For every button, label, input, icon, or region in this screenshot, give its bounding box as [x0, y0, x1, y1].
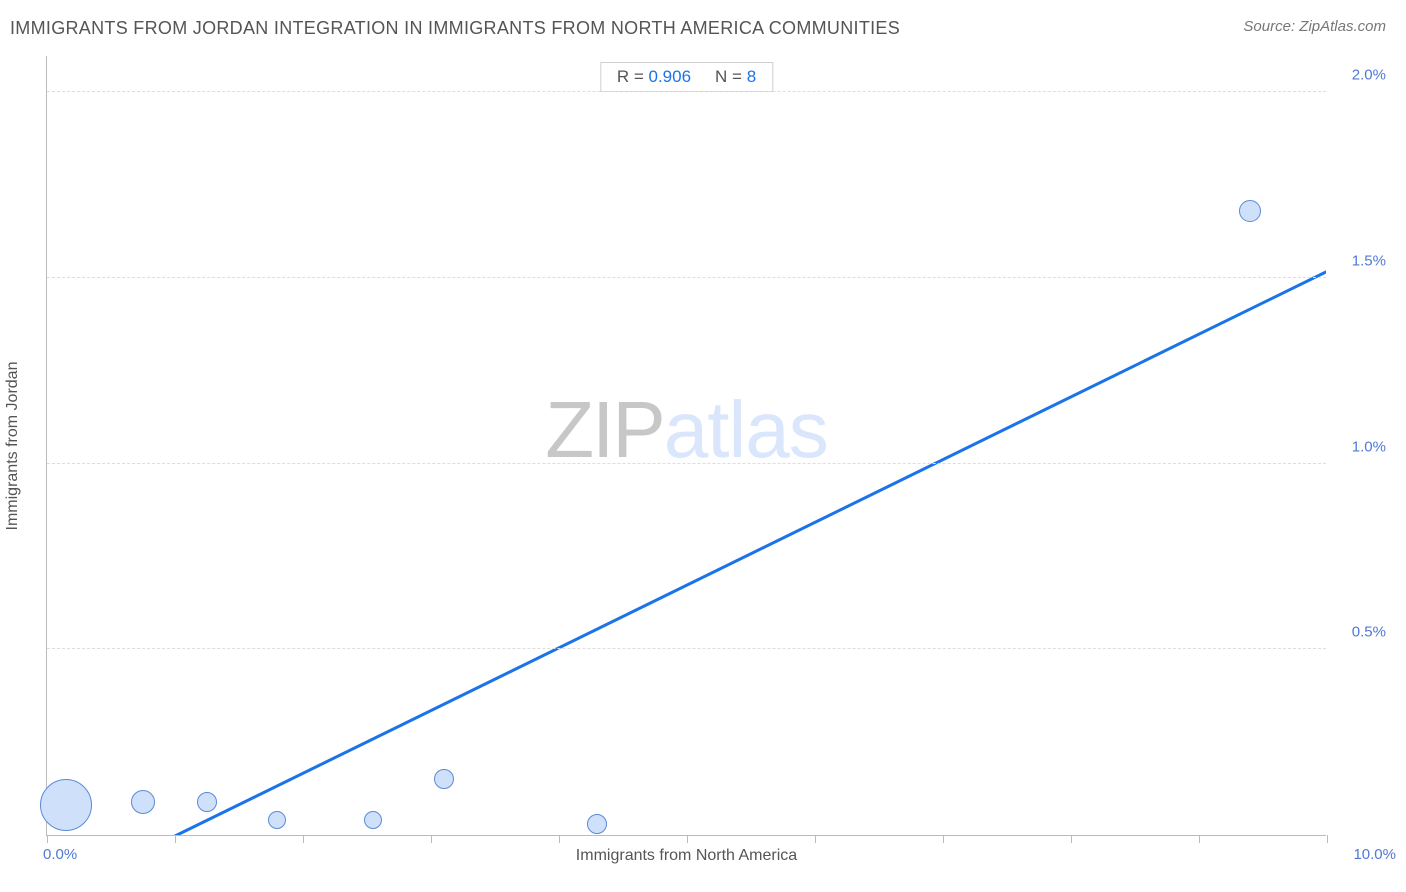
gridline	[47, 277, 1326, 278]
gridline	[47, 648, 1326, 649]
stats-legend: R = 0.906 N = 8	[600, 62, 773, 92]
data-point	[434, 769, 454, 789]
x-tick	[431, 835, 432, 843]
y-tick-label: 1.5%	[1336, 252, 1386, 269]
gridline	[47, 91, 1326, 92]
data-point	[587, 814, 607, 834]
y-axis-label: Immigrants from Jordan	[4, 361, 22, 530]
r-stat: R = 0.906	[617, 67, 691, 87]
source-attribution: Source: ZipAtlas.com	[1243, 18, 1386, 35]
watermark-part1: ZIP	[545, 385, 663, 474]
data-point	[1239, 200, 1261, 222]
x-tick	[1199, 835, 1200, 843]
data-point	[197, 792, 217, 812]
n-stat: N = 8	[715, 67, 756, 87]
x-tick	[47, 835, 48, 843]
r-value: 0.906	[648, 67, 691, 86]
x-max-label: 10.0%	[1336, 846, 1396, 863]
data-point	[40, 779, 92, 831]
watermark-part2: atlas	[664, 385, 828, 474]
x-tick	[1327, 835, 1328, 843]
data-point	[131, 790, 155, 814]
x-tick	[175, 835, 176, 843]
x-tick	[687, 835, 688, 843]
source-prefix: Source:	[1243, 18, 1299, 35]
x-tick	[559, 835, 560, 843]
data-point	[364, 811, 382, 829]
y-tick-label: 0.5%	[1336, 624, 1386, 641]
r-label: R =	[617, 67, 644, 86]
scatter-plot: ZIPatlas R = 0.906 N = 8 Immigrants from…	[46, 56, 1326, 836]
x-min-label: 0.0%	[43, 846, 77, 863]
chart-title: IMMIGRANTS FROM JORDAN INTEGRATION IN IM…	[10, 18, 900, 39]
n-value: 8	[747, 67, 756, 86]
y-tick-label: 1.0%	[1336, 438, 1386, 455]
data-point	[268, 811, 286, 829]
gridline	[47, 463, 1326, 464]
x-tick	[1071, 835, 1072, 843]
x-tick	[943, 835, 944, 843]
y-tick-label: 2.0%	[1336, 67, 1386, 84]
x-tick	[303, 835, 304, 843]
trend-line	[47, 56, 1326, 835]
n-label: N =	[715, 67, 742, 86]
x-tick	[815, 835, 816, 843]
x-axis-label: Immigrants from North America	[576, 847, 797, 865]
source-name: ZipAtlas.com	[1299, 18, 1386, 35]
